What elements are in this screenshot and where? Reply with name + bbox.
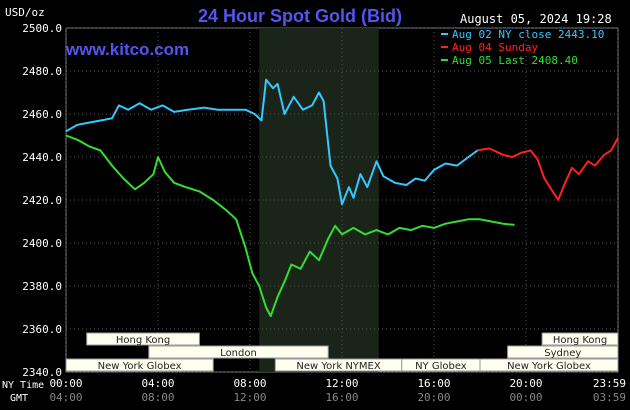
session-box bbox=[86, 332, 200, 346]
y-tick-label: 2500.0 bbox=[22, 22, 62, 35]
y-tick-label: 2400.0 bbox=[22, 237, 62, 250]
session-box bbox=[65, 358, 214, 372]
session-bar: NY Globex bbox=[401, 358, 481, 372]
session-bar: New York Globex bbox=[65, 358, 214, 372]
session-label: New York Globex bbox=[507, 361, 591, 372]
x-tick-labels: 00:0004:0004:0008:0008:0012:0012:0016:00… bbox=[49, 377, 626, 404]
session-label: Hong Kong bbox=[116, 335, 170, 346]
session-bar: Sydney bbox=[507, 345, 619, 359]
series-line bbox=[65, 78, 479, 206]
x-tick-label-gmt: 04:00 bbox=[49, 391, 82, 404]
x-tick-label-gmt: 16:00 bbox=[325, 391, 358, 404]
legend-entry: Aug 05 Last 2408.40 bbox=[452, 54, 578, 67]
x-tick-label-ny: 04:00 bbox=[141, 377, 174, 390]
session-bar: New York NYMEX bbox=[274, 358, 403, 372]
x-tick-label-gmt: 00:00 bbox=[509, 391, 542, 404]
session-box bbox=[541, 332, 619, 346]
series-line bbox=[477, 137, 619, 201]
y-tick-label: 2380.0 bbox=[22, 280, 62, 293]
session-label: NY Globex bbox=[415, 361, 467, 372]
session-label: Hong Kong bbox=[553, 335, 607, 346]
series-lines bbox=[65, 78, 619, 318]
chart-title: 24 Hour Spot Gold (Bid) bbox=[198, 6, 402, 26]
x-tick-label-ny: 00:00 bbox=[49, 377, 82, 390]
session-bar: London bbox=[148, 345, 329, 359]
x-tick-label-gmt: 20:00 bbox=[417, 391, 450, 404]
x-tick-label-gmt: 03:59 bbox=[593, 391, 626, 404]
session-box bbox=[479, 358, 619, 372]
session-box bbox=[148, 345, 329, 359]
legend-entry: Aug 04 Sunday bbox=[452, 41, 538, 54]
x-tick-label-gmt: 08:00 bbox=[141, 391, 174, 404]
y-tick-label: 2460.0 bbox=[22, 108, 62, 121]
legend-entry: Aug 02 NY close 2443.10 bbox=[452, 28, 604, 41]
session-label: London bbox=[220, 348, 257, 359]
x-tick-label-ny: 23:59 bbox=[593, 377, 626, 390]
x-tick-label-ny: 20:00 bbox=[509, 377, 542, 390]
x-tick-label-ny: 16:00 bbox=[417, 377, 450, 390]
session-bar: Hong Kong bbox=[541, 332, 619, 346]
session-box bbox=[507, 345, 619, 359]
session-bar: Hong Kong bbox=[86, 332, 200, 346]
series-line bbox=[65, 134, 515, 318]
y-tick-label: 2340.0 bbox=[22, 366, 62, 379]
y-tick-label: 2420.0 bbox=[22, 194, 62, 207]
market-sessions: Hong Kong London New York Globex New York N… bbox=[65, 332, 619, 372]
x-tick-label-ny: 12:00 bbox=[325, 377, 358, 390]
y-tick-label: 2360.0 bbox=[22, 323, 62, 336]
y-tick-label: 2480.0 bbox=[22, 65, 62, 78]
session-label: New York NYMEX bbox=[296, 361, 381, 372]
session-bar: New York Globex bbox=[479, 358, 619, 372]
session-label: New York Globex bbox=[98, 361, 182, 372]
session-label: Sydney bbox=[544, 348, 581, 359]
y-tick-label: 2440.0 bbox=[22, 151, 62, 164]
y-tick-labels: 2500.0 2480.0 2460.0 2440.0 2420.0 2400.0 2380… bbox=[22, 22, 62, 379]
ny-time-label: NY Time bbox=[2, 380, 44, 391]
y-unit-label: USD/oz bbox=[5, 6, 45, 19]
datetime-label: August 05, 2024 19:28 bbox=[460, 12, 612, 26]
x-tick-label-ny: 08:00 bbox=[233, 377, 266, 390]
x-tick-label-gmt: 12:00 bbox=[233, 391, 266, 404]
watermark: www.kitco.com bbox=[65, 40, 189, 59]
gmt-label: GMT bbox=[10, 393, 28, 404]
